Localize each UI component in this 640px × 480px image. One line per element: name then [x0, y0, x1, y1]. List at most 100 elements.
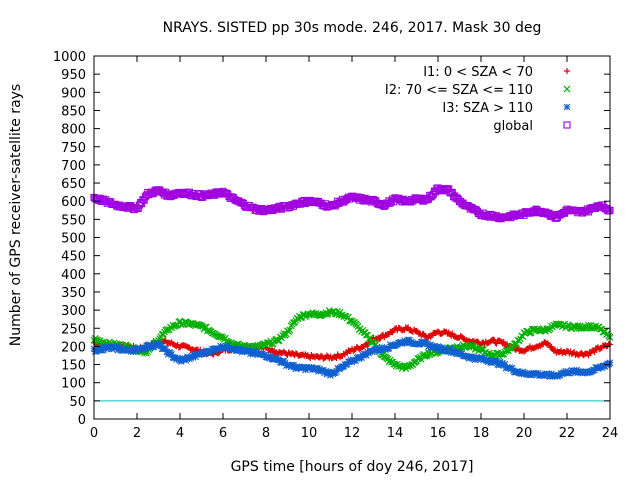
legend-label: I3: SZA > 110 — [442, 101, 533, 116]
series-point — [341, 197, 349, 205]
y-tick-label: 800 — [61, 123, 86, 138]
series-point — [245, 201, 253, 209]
series-3 — [90, 184, 614, 223]
series-point — [605, 207, 613, 215]
series-2 — [90, 336, 614, 381]
y-tick-label: 600 — [61, 195, 86, 210]
legend-label: global — [493, 119, 533, 134]
y-tick-label: 1000 — [53, 50, 86, 65]
series-point — [163, 348, 171, 356]
series-point — [263, 339, 271, 347]
y-tick-label: 550 — [61, 213, 86, 228]
series-point — [198, 350, 205, 358]
series-point — [340, 362, 348, 370]
legend-marker — [563, 103, 571, 111]
series-point — [591, 349, 598, 356]
x-tick-label: 14 — [387, 426, 404, 441]
x-tick-label: 16 — [430, 426, 447, 441]
series-point — [236, 198, 244, 206]
series-point — [141, 345, 149, 353]
series-point — [157, 341, 165, 349]
y-tick-label: 0 — [78, 413, 86, 428]
x-tick-label: 8 — [262, 426, 270, 441]
series-point — [429, 344, 437, 352]
legend-marker — [563, 121, 571, 129]
chart-title: NRAYS. SISTED pp 30s mode. 246, 2017. Ma… — [163, 20, 542, 36]
series-point — [453, 350, 461, 358]
series-point — [313, 364, 321, 372]
legend: I1: 0 < SZA < 70 I2: 70 <= SZA <= 110 I3: … — [385, 65, 571, 134]
series-point — [405, 324, 412, 331]
series-point — [352, 357, 359, 364]
series-point — [327, 371, 334, 379]
series-point — [316, 365, 324, 373]
y-tick-label: 150 — [61, 359, 86, 374]
series-point — [369, 196, 378, 204]
series-point — [478, 354, 486, 362]
series-point — [571, 369, 579, 377]
series-point — [323, 352, 330, 359]
series-point — [376, 335, 383, 342]
series-point — [496, 358, 504, 366]
y-tick-label: 400 — [61, 268, 86, 283]
series-point — [440, 347, 448, 354]
series-point — [224, 342, 232, 349]
series-point — [427, 341, 435, 349]
y-tick-label: 950 — [61, 68, 86, 83]
series-point — [556, 372, 564, 379]
series-point — [449, 193, 458, 201]
series-point — [597, 345, 604, 352]
y-axis-ticks: 0 50 100 150 200 250 300 350 400 450 500 550 600 650 7… — [53, 50, 610, 428]
x-tick-label: 4 — [176, 426, 184, 441]
series-point — [113, 343, 121, 351]
series-point — [286, 326, 294, 334]
y-tick-label: 250 — [61, 322, 86, 337]
series-point — [500, 338, 507, 345]
legend-label: I2: 70 <= SZA <= 110 — [385, 83, 533, 98]
series-point — [267, 352, 275, 360]
x-tick-label: 18 — [473, 426, 490, 441]
x-tick-label: 20 — [516, 426, 533, 441]
series-point — [348, 358, 356, 366]
series-point — [602, 205, 610, 213]
series-point — [428, 192, 436, 200]
y-axis-label: Number of GPS receiver-satellite rays — [8, 84, 24, 346]
series-point — [536, 327, 543, 335]
series-point — [454, 195, 462, 203]
y-tick-label: 200 — [61, 340, 86, 355]
series-point — [131, 205, 139, 213]
series-point — [519, 368, 527, 376]
series-point — [327, 309, 334, 316]
series-point — [570, 367, 578, 375]
series-point — [168, 350, 176, 358]
x-tick-label: 22 — [559, 426, 576, 441]
x-tick-label: 0 — [90, 426, 98, 441]
y-tick-label: 500 — [61, 232, 86, 247]
series-point — [302, 366, 309, 374]
series-point — [290, 361, 297, 369]
series-point — [381, 201, 389, 209]
legend-marker — [564, 68, 570, 74]
y-tick-label: 900 — [61, 86, 86, 101]
series-point — [358, 354, 365, 362]
series-point — [150, 343, 158, 351]
y-tick-label: 700 — [61, 159, 86, 174]
legend-label: I1: 0 < SZA < 70 — [423, 65, 533, 80]
series-point — [472, 206, 480, 214]
series-point — [493, 340, 500, 347]
series-point — [499, 339, 506, 346]
series-point — [349, 192, 357, 200]
y-tick-label: 300 — [61, 304, 86, 319]
y-tick-label: 350 — [61, 286, 86, 301]
series-point — [182, 356, 190, 364]
series-point — [138, 346, 146, 354]
x-tick-label: 12 — [344, 426, 361, 441]
y-tick-label: 450 — [61, 250, 86, 265]
y-tick-label: 100 — [61, 377, 86, 392]
series-point — [493, 358, 500, 365]
series-point — [141, 193, 149, 201]
series-point — [386, 199, 394, 207]
series-point — [467, 203, 475, 211]
series-point — [541, 208, 550, 216]
